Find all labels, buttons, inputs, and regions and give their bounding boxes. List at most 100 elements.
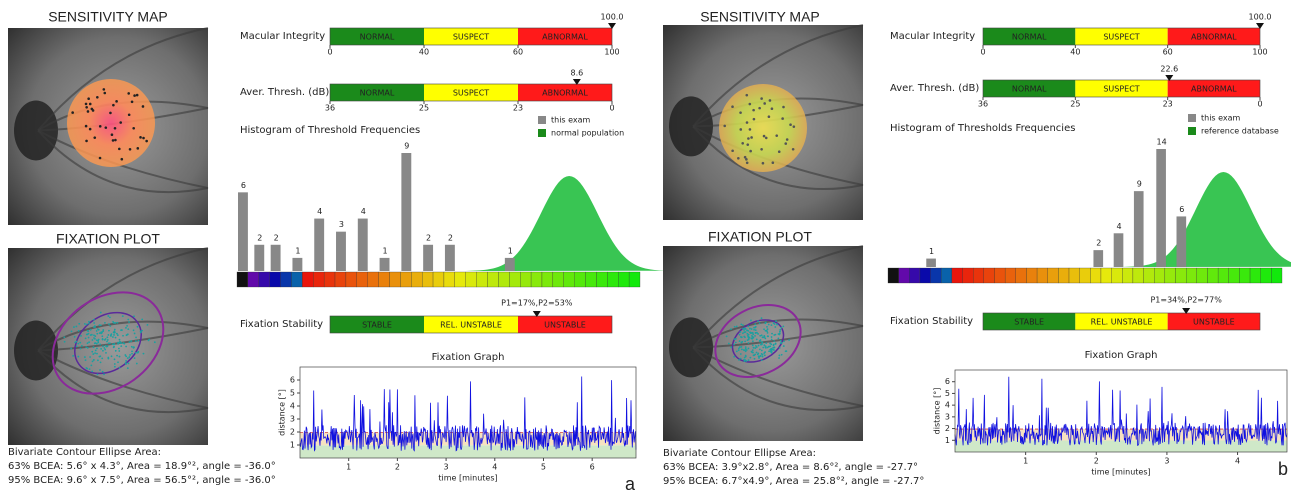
histogram-bar	[423, 245, 433, 271]
zone-label: NORMAL	[1012, 85, 1047, 94]
fixation-point	[109, 325, 111, 327]
fixation-point	[773, 340, 775, 342]
fixation-point	[774, 323, 776, 325]
test-point	[737, 157, 740, 160]
fixation-point	[779, 355, 781, 357]
y-tick-label: 2	[945, 424, 950, 433]
fixation-point	[767, 332, 769, 334]
fixation-point	[96, 333, 98, 335]
x-tick-label: 4	[492, 463, 497, 472]
fixation-point	[91, 351, 93, 353]
fixation-point	[135, 352, 137, 354]
fixation-point	[775, 343, 777, 345]
fixation-point	[777, 338, 779, 340]
tick-label: 23	[513, 104, 523, 113]
value-label: 100.0	[1249, 13, 1272, 22]
scale-cell	[270, 272, 281, 287]
tick-label: 36	[325, 104, 335, 113]
fixation-point	[76, 346, 78, 348]
fixation-point	[754, 358, 756, 360]
scale-cell	[379, 272, 390, 287]
panel-title: FIXATION PLOT	[708, 229, 812, 245]
fixation-point	[77, 343, 79, 345]
scale-cell	[1080, 268, 1091, 283]
test-point	[746, 121, 749, 124]
zone-label: REL. UNSTABLE	[440, 321, 502, 330]
fixation-point	[116, 333, 118, 335]
histogram-bar	[238, 192, 248, 271]
fixation-point	[93, 319, 95, 321]
test-point	[71, 111, 74, 114]
fixation-point	[104, 349, 106, 351]
zone-label: SUSPECT	[453, 89, 489, 98]
bar-value-label: 4	[1116, 222, 1121, 231]
histogram-bar	[1114, 233, 1124, 267]
fixation-point	[104, 322, 106, 324]
test-point	[763, 102, 766, 105]
fixation-point	[781, 354, 783, 356]
fixation-point	[89, 368, 91, 370]
fixation-point	[771, 339, 773, 341]
fixation-point	[751, 328, 753, 330]
fixation-point	[84, 323, 86, 325]
fixation-point	[128, 363, 130, 365]
scale-cell	[259, 272, 270, 287]
scale-cell	[346, 272, 357, 287]
scale-cell	[411, 272, 422, 287]
fixation-point	[765, 342, 767, 344]
fixation-point	[88, 337, 90, 339]
fixation-point	[779, 329, 781, 331]
fixation-point	[750, 320, 752, 322]
test-point	[782, 106, 785, 109]
zone-label: UNSTABLE	[1193, 318, 1235, 327]
tick-label: 25	[419, 104, 429, 113]
fixation-point	[87, 347, 89, 349]
scale-cell	[1154, 268, 1165, 283]
fixation-point	[748, 359, 750, 361]
y-tick-label: 4	[290, 402, 295, 411]
fixation-point	[780, 340, 782, 342]
value-label: 100.0	[601, 13, 624, 22]
fixation-point	[131, 346, 133, 348]
bar-value-label: 6	[1179, 205, 1184, 214]
fixation-point	[96, 330, 98, 332]
panel-title: FIXATION PLOT	[56, 231, 160, 247]
panel-letter: a	[625, 474, 636, 491]
bar-value-label: 1	[929, 247, 934, 256]
fixation-point	[773, 344, 775, 346]
fixation-point	[101, 357, 103, 359]
fixation-point	[771, 333, 773, 335]
fixation-point	[752, 344, 754, 346]
fixation-point	[740, 358, 742, 360]
fixation-point	[125, 362, 127, 364]
bar-value-label: 4	[361, 207, 366, 216]
scale-cell	[302, 272, 313, 287]
test-point	[789, 123, 792, 126]
fixation-point	[735, 342, 737, 344]
fixation-point	[100, 361, 102, 363]
test-point	[85, 103, 88, 106]
fixation-point	[764, 338, 766, 340]
fixation-point	[99, 356, 101, 358]
fixation-point	[133, 329, 135, 331]
fixation-point	[117, 334, 119, 336]
fixation-point	[743, 331, 745, 333]
fixation-point	[90, 364, 92, 366]
scale-cell	[1239, 268, 1250, 283]
test-point	[139, 136, 142, 139]
bar-value-label: 9	[1137, 180, 1142, 189]
fixation-point	[108, 330, 110, 332]
fixation-point	[112, 336, 114, 338]
fixation-point	[726, 335, 728, 337]
bar-value-label: 2	[448, 233, 453, 242]
bcea-line: 63% BCEA: 3.9°x2.8°, Area = 8.6°², angle…	[663, 462, 918, 473]
test-point	[746, 143, 749, 146]
scale-cell	[553, 272, 564, 287]
fixation-point	[740, 323, 742, 325]
test-point	[131, 100, 134, 103]
band-low	[300, 445, 636, 458]
fixation-point	[92, 339, 94, 341]
test-point	[89, 128, 92, 131]
fixation-point	[746, 349, 748, 351]
test-point	[103, 92, 106, 95]
